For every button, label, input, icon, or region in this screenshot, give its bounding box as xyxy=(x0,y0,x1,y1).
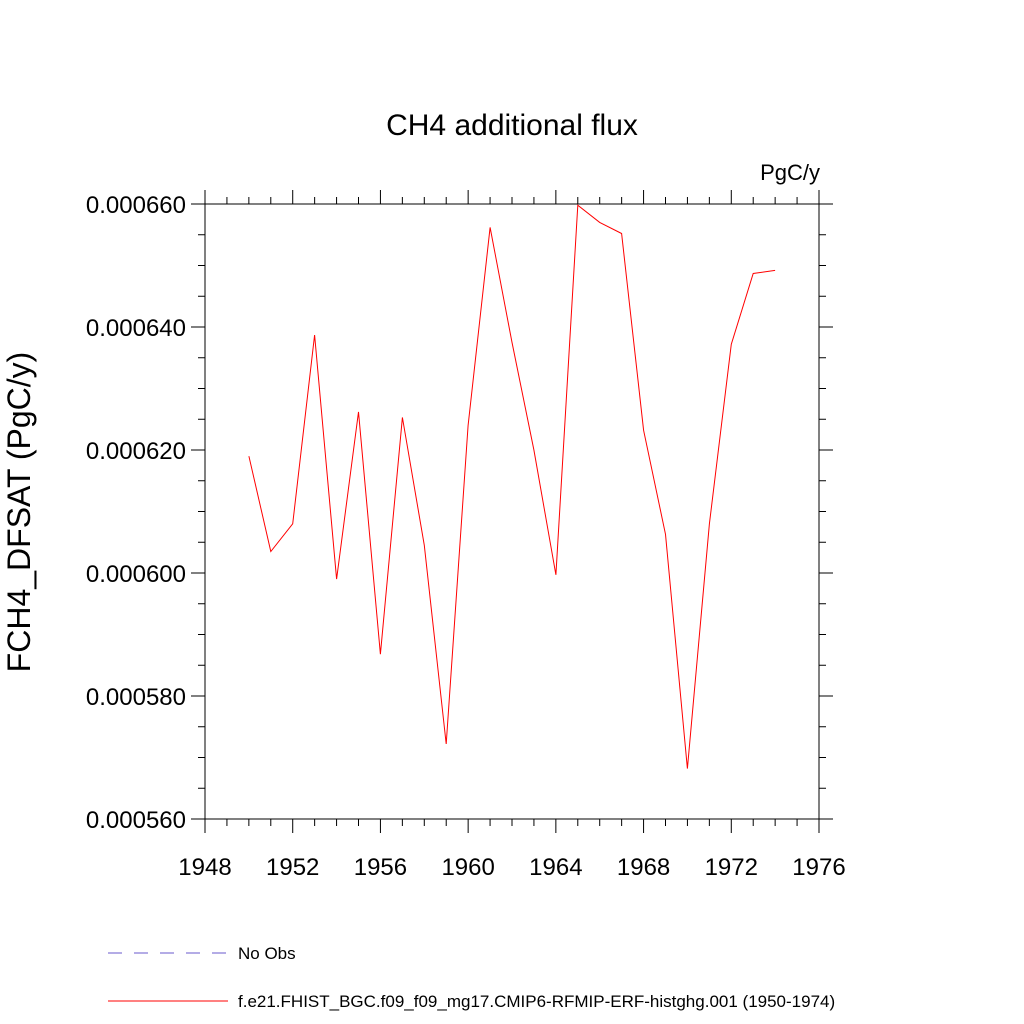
x-tick-label: 1956 xyxy=(354,854,407,881)
y-tick-label: 0.000600 xyxy=(86,561,186,588)
units-label: PgC/y xyxy=(760,160,820,185)
chart-title: CH4 additional flux xyxy=(386,109,638,142)
y-tick-label: 0.000560 xyxy=(86,807,186,834)
x-tick-label: 1964 xyxy=(529,854,582,881)
x-tick-label: 1952 xyxy=(266,854,319,881)
y-tick-label: 0.000580 xyxy=(86,684,186,711)
series-layer xyxy=(248,204,776,769)
x-tick-label: 1968 xyxy=(617,854,670,881)
x-tick-label: 1976 xyxy=(792,854,845,881)
y-axis-label: FCH4_DFSAT (PgC/y) xyxy=(1,352,37,673)
y-tick-label: 0.000640 xyxy=(86,315,186,342)
x-tick-label: 1960 xyxy=(441,854,494,881)
legend-label: No Obs xyxy=(238,944,296,963)
legend-label: f.e21.FHIST_BGC.f09_f09_mg17.CMIP6-RFMIP… xyxy=(238,992,835,1011)
axis-ticks: 1948 1952 1956 1960 1964 1968 1972 1976 0.000560… xyxy=(86,190,846,881)
x-tick-label: 1948 xyxy=(178,854,231,881)
y-tick-label: 0.000660 xyxy=(86,192,186,219)
legend: No Obs f.e21.FHIST_BGC.f09_f09_mg17.CMIP6… xyxy=(108,944,835,1011)
series-line xyxy=(248,204,776,769)
x-tick-label: 1972 xyxy=(705,854,758,881)
plot-frame xyxy=(204,203,820,820)
y-tick-label: 0.000620 xyxy=(86,438,186,465)
